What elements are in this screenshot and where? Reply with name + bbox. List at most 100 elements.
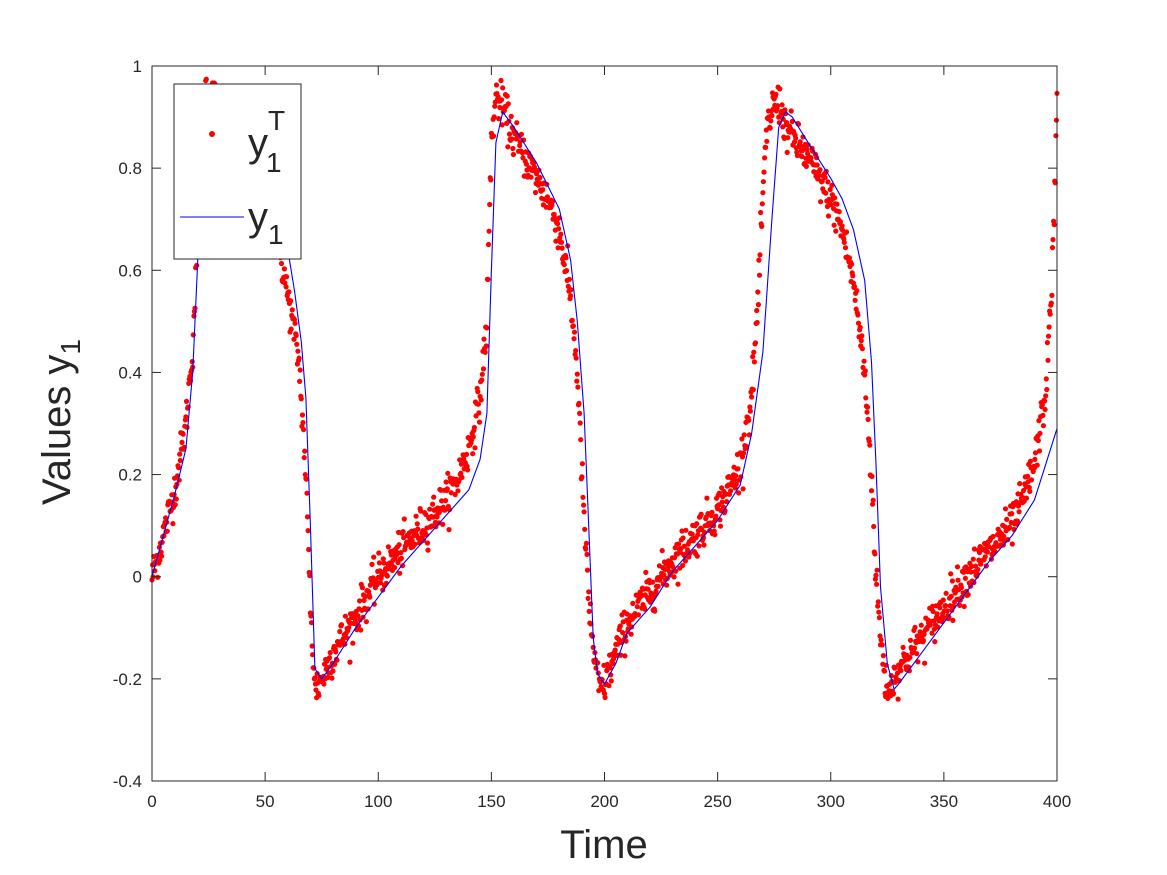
data-point (506, 131, 513, 137)
data-point (1044, 386, 1050, 393)
data-point (179, 439, 185, 445)
data-point (829, 182, 835, 188)
data-point (846, 255, 853, 261)
y-axis-title-base: Values y (35, 355, 79, 505)
data-point (425, 547, 431, 553)
data-point (1053, 133, 1059, 139)
data-point (859, 333, 865, 339)
data-point (695, 532, 701, 538)
data-point (298, 396, 304, 402)
data-point (906, 668, 913, 674)
data-point (841, 239, 847, 245)
data-point (480, 366, 487, 372)
data-point (581, 502, 587, 508)
data-point (327, 650, 333, 656)
y-tick-label: 0 (133, 568, 142, 587)
data-point (997, 536, 1004, 542)
data-point (177, 451, 183, 457)
data-point (736, 490, 742, 496)
data-point (743, 443, 750, 450)
data-point (385, 544, 391, 550)
data-point (716, 490, 722, 496)
data-point (528, 174, 534, 180)
y-tick-label: 0.2 (118, 466, 142, 485)
data-point (304, 490, 310, 496)
data-point (724, 499, 730, 505)
data-point (294, 341, 300, 347)
data-point (302, 448, 308, 454)
data-point (864, 409, 870, 415)
data-point (635, 612, 642, 618)
data-point (1049, 292, 1055, 298)
data-point (638, 593, 644, 599)
data-point (376, 560, 382, 566)
data-point (304, 514, 311, 520)
data-point (682, 558, 689, 564)
x-tick-label: 50 (256, 792, 275, 811)
data-point (491, 114, 497, 120)
data-point (458, 470, 464, 476)
data-point (429, 523, 435, 529)
data-point (346, 625, 352, 631)
data-point (1036, 448, 1043, 454)
data-point (811, 169, 817, 175)
data-point (866, 438, 872, 444)
data-point (1023, 495, 1030, 501)
data-point (581, 509, 587, 515)
data-point (342, 613, 348, 619)
data-point (756, 272, 763, 278)
data-point (500, 85, 506, 91)
data-point (849, 261, 855, 267)
data-point (661, 572, 667, 578)
data-point (292, 320, 298, 326)
data-point (700, 535, 707, 541)
data-point (760, 190, 766, 196)
data-point (750, 387, 756, 393)
legend-label-line-base: y (248, 195, 268, 239)
data-point (485, 241, 492, 248)
data-point (413, 513, 419, 519)
data-point (739, 436, 745, 442)
data-point (479, 371, 485, 377)
data-point (1013, 499, 1019, 505)
data-point (355, 613, 361, 619)
data-point (676, 541, 682, 547)
data-point (575, 384, 581, 390)
legend-label-line: y1 (248, 195, 284, 250)
data-point (282, 280, 288, 286)
data-point (537, 174, 543, 181)
data-point (868, 488, 875, 494)
data-point (509, 136, 515, 142)
data-point (760, 179, 767, 185)
data-point (190, 332, 196, 338)
data-point (431, 494, 437, 500)
data-point (471, 424, 477, 431)
data-point (608, 678, 614, 684)
data-point (659, 548, 665, 554)
legend-box (173, 83, 302, 260)
data-point (479, 377, 485, 383)
data-point (870, 501, 876, 507)
data-point (518, 131, 525, 137)
data-point (288, 326, 294, 332)
data-point (756, 257, 762, 263)
data-point (898, 668, 904, 674)
data-point (1025, 473, 1031, 479)
data-point (321, 681, 327, 687)
data-point (818, 199, 824, 205)
data-point (297, 367, 303, 373)
data-point (1035, 437, 1041, 444)
data-point (400, 529, 406, 535)
data-point (827, 186, 833, 193)
data-point (281, 266, 287, 272)
data-point (876, 615, 883, 621)
data-point (499, 97, 505, 103)
data-point (1032, 450, 1039, 456)
data-point (164, 528, 170, 534)
data-point (192, 305, 198, 311)
data-point (465, 467, 471, 473)
data-point (510, 145, 516, 152)
data-point (797, 139, 803, 145)
y-tick-label: -0.2 (113, 670, 142, 689)
data-point (805, 142, 811, 148)
